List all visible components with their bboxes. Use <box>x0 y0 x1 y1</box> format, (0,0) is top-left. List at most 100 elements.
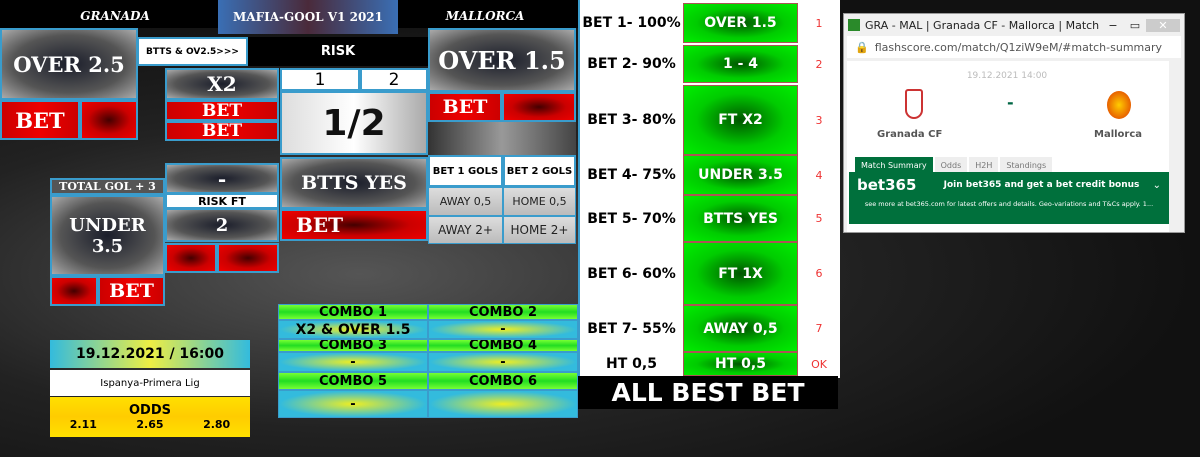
bet365-ad-banner[interactable]: bet365 Join bet365 and get a bet credit … <box>849 172 1169 224</box>
risk-ft-label: RISK FT <box>165 193 279 209</box>
home2-option: HOME 2+ <box>503 216 576 244</box>
combo-5-value: - <box>278 390 428 418</box>
bet1-gols-label: BET 1 GOLS <box>428 155 503 187</box>
tab-standings[interactable]: Standings <box>1000 157 1053 174</box>
under35-bet-button[interactable]: BET <box>98 276 165 306</box>
match-datetime: 19.12.2021 / 16:00 <box>50 340 250 368</box>
bet-number: 5 <box>815 212 823 225</box>
btts-ov25-label: BTTS & OV2.5>>> <box>137 37 248 66</box>
bet-number: 1 <box>815 16 823 30</box>
ad-subtitle: see more at bet365.com for latest offers… <box>864 200 1154 208</box>
risk-label: RISK <box>248 37 428 66</box>
minimize-icon[interactable]: − <box>1108 18 1118 32</box>
combo-4-label: COMBO 4 <box>428 339 578 352</box>
bet-pick: FT X2 <box>683 85 798 155</box>
bet-label: HT 0,5 <box>606 356 657 372</box>
match-date: 19.12.2021 14:00 <box>966 71 1048 81</box>
combo-4-value: - <box>428 352 578 372</box>
bet-pick: BTTS YES <box>683 195 798 242</box>
combo-5-label: COMBO 5 <box>278 372 428 390</box>
bet-pick: UNDER 3.5 <box>683 155 798 195</box>
bet-label: BET 5- 70% <box>587 210 676 227</box>
x2-bet-button-1[interactable]: BET <box>165 100 279 121</box>
over25-bet-button[interactable]: BET <box>0 100 80 140</box>
bet-number: 3 <box>815 113 823 127</box>
bet-pick: AWAY 0,5 <box>683 305 798 352</box>
over25-empty-button[interactable] <box>80 100 138 140</box>
bet-label: BET 6- 60% <box>587 265 676 282</box>
flashscore-icon <box>848 19 860 31</box>
over15-empty-button[interactable] <box>502 92 576 122</box>
combo-1-value: X2 & OVER 1.5 <box>278 320 428 339</box>
home05-option: HOME 0,5 <box>503 187 576 216</box>
combo-2-value: - <box>428 320 578 339</box>
x2-bet-button-2[interactable]: BET <box>165 121 279 141</box>
bet-number: 4 <box>815 168 823 182</box>
app-title: MAFIA-GOOL V1 2021 <box>218 0 398 34</box>
over15-bet-button[interactable]: BET <box>428 92 502 122</box>
odds-box: ODDS 2.11 2.65 2.80 <box>50 397 250 437</box>
bet-pick: HT 0,5 <box>683 352 798 376</box>
all-best-bet-banner: ALL BEST BET <box>578 376 838 409</box>
bet-label: BET 1- 100% <box>582 15 681 31</box>
odds-label: ODDS <box>129 403 171 418</box>
chevron-down-icon[interactable]: ⌄ <box>1152 179 1161 191</box>
combo-1-label: COMBO 1 <box>278 304 428 320</box>
window-title: GRA - MAL | Granada CF - Mallorca | Matc… <box>865 18 1102 32</box>
away-team-name: Mallorca <box>1094 129 1143 140</box>
risk-option-2: 2 <box>360 68 428 91</box>
away05-option: AWAY 0,5 <box>428 187 503 216</box>
under35-empty-button[interactable] <box>50 276 98 306</box>
url[interactable]: flashscore.com/match/Q1ziW9eM/#match-sum… <box>874 40 1163 54</box>
scrollbar[interactable] <box>1169 61 1181 232</box>
granada-crest-icon <box>905 89 923 119</box>
bet-label: BET 7- 55% <box>587 320 676 337</box>
bet365-logo: bet365 <box>857 176 917 194</box>
tab-h2h[interactable]: H2H <box>969 157 999 174</box>
combo-3-value: - <box>278 352 428 372</box>
odds-away: 2.80 <box>203 418 231 431</box>
bet-number: 7 <box>815 322 823 335</box>
risk-value: 1/2 <box>280 91 428 155</box>
risk-option-1: 1 <box>280 68 360 91</box>
odds-home: 2.11 <box>69 418 97 431</box>
mallorca-crest-icon <box>1107 91 1131 119</box>
over25-pick: OVER 2.5 <box>0 28 138 100</box>
bet-pick: 1 - 4 <box>683 45 798 83</box>
bet2-gols-label: BET 2 GOLS <box>503 155 576 187</box>
photo-strip <box>428 122 576 155</box>
risk-ft-value: 2 <box>165 208 279 242</box>
bet-label: BET 3- 80% <box>587 112 676 128</box>
home-team-name: Granada CF <box>877 129 943 140</box>
odds-draw: 2.65 <box>136 418 164 431</box>
btts-bet-button[interactable]: BET <box>280 209 428 241</box>
close-icon[interactable]: ✕ <box>1146 18 1180 32</box>
bet-label: BET 2- 90% <box>587 56 676 72</box>
browser-window: GRA - MAL | Granada CF - Mallorca | Matc… <box>843 13 1185 233</box>
ad-title: Join bet365 and get a bet credit bonus <box>943 180 1140 190</box>
dash-pick: - <box>165 163 279 194</box>
bet-pick: FT 1X <box>683 242 798 305</box>
away2-option: AWAY 2+ <box>428 216 503 244</box>
bet-number: 2 <box>815 57 823 71</box>
away-team-title: MALLORCA <box>445 9 525 23</box>
maximize-icon[interactable]: ▭ <box>1129 18 1141 32</box>
title-bar: GRA - MAL | Granada CF - Mallorca | Matc… <box>844 14 1184 36</box>
odds-values: 2.11 2.65 2.80 <box>50 418 250 431</box>
address-bar[interactable]: 🔒 flashscore.com/match/Q1ziW9eM/#match-s… <box>847 36 1181 58</box>
bet-pick: OVER 1.5 <box>683 3 798 43</box>
combo-6-label: COMBO 6 <box>428 372 578 390</box>
tab-odds[interactable]: Odds <box>934 157 968 174</box>
risk-ft-button-1[interactable] <box>165 243 217 273</box>
risk-ft-button-2[interactable] <box>217 243 279 273</box>
btts-yes-pick: BTTS YES <box>280 157 428 209</box>
combo-6-value <box>428 390 578 418</box>
over15-pick: OVER 1.5 <box>428 28 576 92</box>
total-gol-label: TOTAL GOL + 3 <box>50 178 165 195</box>
x2-pick: X2 <box>165 68 279 100</box>
under35-pick: UNDER 3.5 <box>50 195 165 276</box>
tabs: Match Summary Odds H2H Standings <box>855 157 1053 174</box>
tab-match-summary[interactable]: Match Summary <box>855 157 933 174</box>
home-team-title: GRANADA <box>80 9 150 23</box>
lock-icon: 🔒 <box>855 40 869 54</box>
